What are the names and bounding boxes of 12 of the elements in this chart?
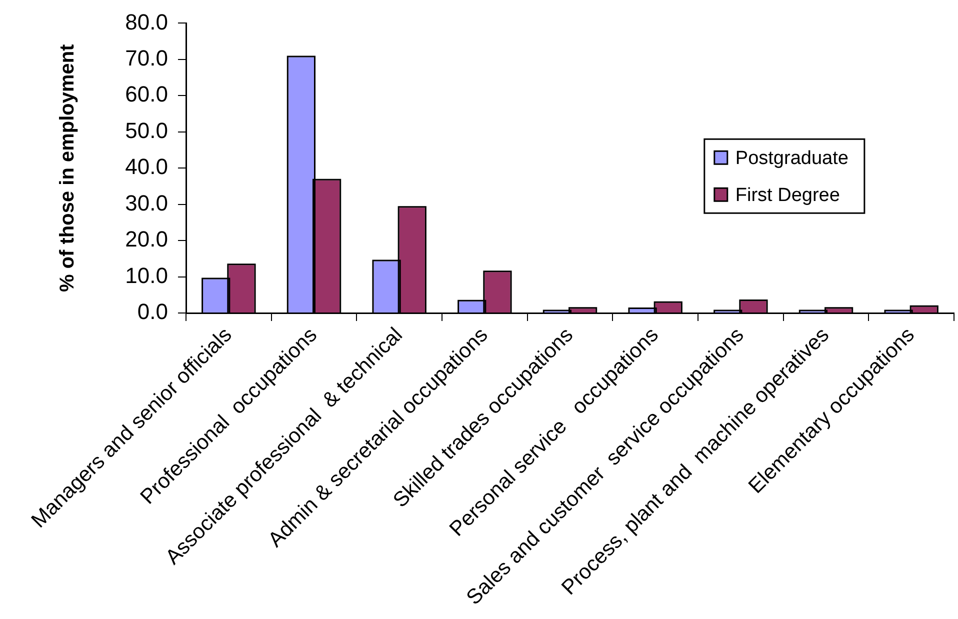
legend-label: Postgraduate	[735, 148, 848, 169]
y-tick-label: 80.0	[125, 9, 168, 34]
y-tick-label: 60.0	[125, 82, 168, 107]
y-tick-label: 0.0	[137, 299, 168, 324]
y-tick-label: 50.0	[125, 118, 168, 143]
y-tick-label: 70.0	[125, 45, 168, 70]
y-tick-label: 40.0	[125, 154, 168, 180]
legend-label: First Degree	[735, 184, 840, 206]
y-tick-label: 10.0	[125, 262, 168, 288]
y-tick-label: 30.0	[125, 190, 168, 216]
y-axis-title: % of those in employment	[56, 44, 79, 292]
y-tick-label: 20.0	[125, 226, 168, 252]
